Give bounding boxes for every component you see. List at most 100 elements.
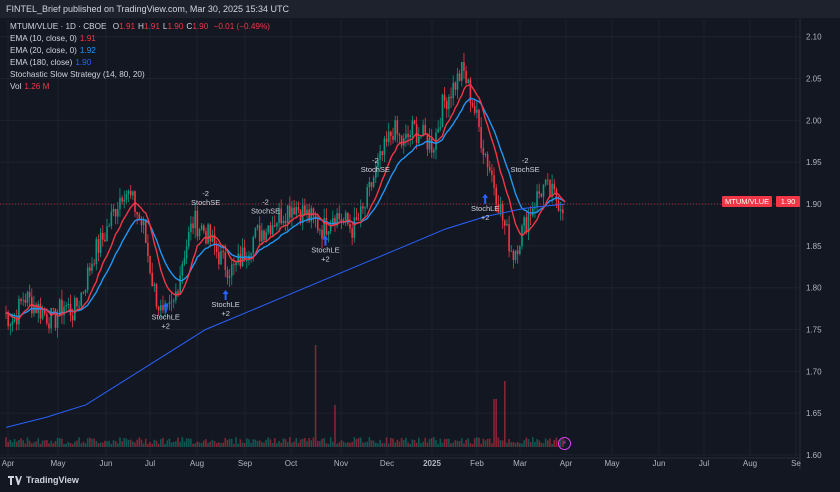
x-tick-label: Mar bbox=[513, 459, 527, 468]
volume-bar bbox=[37, 438, 40, 447]
volume-bar bbox=[291, 442, 293, 447]
candle-body bbox=[334, 218, 336, 226]
volume-bar bbox=[134, 442, 136, 447]
volume-bar bbox=[273, 438, 276, 447]
volume-bar bbox=[508, 439, 510, 447]
volume-bar bbox=[157, 443, 160, 447]
candle-body bbox=[390, 131, 392, 137]
candle-body bbox=[284, 220, 287, 224]
candle-body bbox=[385, 138, 388, 142]
candle-body bbox=[101, 233, 104, 240]
candle-body bbox=[351, 228, 353, 238]
candle-body bbox=[230, 264, 233, 277]
candle-body bbox=[338, 213, 341, 219]
volume-bar bbox=[233, 443, 235, 447]
volume-bar bbox=[437, 443, 439, 447]
brand-logo[interactable]: TradingView bbox=[8, 475, 79, 485]
y-tick-label: 1.80 bbox=[806, 284, 822, 293]
volume-bar bbox=[314, 345, 317, 447]
volume-bar bbox=[181, 437, 184, 447]
legend-strategy[interactable]: Stochastic Slow Strategy (14, 80, 20) bbox=[10, 70, 145, 79]
long-signal-arrow bbox=[482, 193, 489, 204]
legend-volume[interactable]: Vol 1.26 M bbox=[10, 82, 50, 91]
candle-body bbox=[508, 224, 510, 252]
legend-ema20[interactable]: EMA (20, close, 0) 1.92 bbox=[10, 46, 96, 55]
volume-bar bbox=[179, 441, 181, 447]
volume-bar bbox=[241, 442, 244, 447]
volume-bar bbox=[164, 443, 166, 447]
candle-body bbox=[504, 220, 506, 226]
volume-bar bbox=[237, 443, 239, 447]
stoch-se-qty: -2 bbox=[262, 198, 269, 207]
candle-body bbox=[445, 100, 448, 110]
volume-bar bbox=[209, 441, 212, 447]
volume-bar bbox=[426, 442, 429, 447]
candle-body bbox=[213, 234, 216, 246]
volume-bar bbox=[506, 442, 508, 447]
volume-bar bbox=[127, 439, 130, 447]
candle-body bbox=[203, 225, 205, 232]
bottom-bar bbox=[0, 470, 840, 492]
candle-body bbox=[43, 310, 46, 314]
candle-body bbox=[329, 224, 332, 232]
legend-ema180[interactable]: EMA (180, close) 1.90 bbox=[10, 58, 92, 67]
volume-bar bbox=[256, 440, 259, 447]
long-signal-arrow bbox=[322, 235, 329, 246]
flash-icon[interactable]: ⚡ bbox=[558, 437, 571, 450]
candle-body bbox=[155, 284, 158, 307]
candle-body bbox=[286, 205, 289, 224]
stoch-le-label: StochLE bbox=[311, 246, 339, 255]
candle-body bbox=[235, 262, 237, 266]
volume-bar bbox=[74, 441, 76, 447]
volume-bar bbox=[175, 441, 177, 447]
ohlc-value-c: 1.90 bbox=[192, 22, 209, 31]
volume-bar bbox=[276, 443, 278, 447]
candle-body bbox=[418, 136, 420, 143]
candle-body bbox=[26, 292, 29, 303]
x-tick-label: Sep bbox=[238, 459, 253, 468]
volume-bar bbox=[71, 443, 74, 447]
volume-bar bbox=[91, 438, 93, 447]
volume-bar bbox=[22, 440, 24, 447]
candle-body bbox=[325, 218, 328, 235]
candle-body bbox=[261, 230, 263, 242]
volume-bar bbox=[282, 438, 285, 447]
candle-body bbox=[304, 205, 306, 215]
candle-body bbox=[372, 177, 375, 187]
volume-bar bbox=[89, 437, 91, 447]
candle-body bbox=[80, 292, 83, 306]
candle-body bbox=[538, 191, 540, 194]
symbol-tag: MTUM/VLUE bbox=[722, 196, 773, 207]
candle-body bbox=[187, 232, 190, 247]
candle-body bbox=[54, 308, 57, 328]
volume-bar bbox=[13, 439, 16, 447]
stoch-le-qty: +2 bbox=[481, 213, 490, 222]
candle-body bbox=[39, 303, 42, 319]
volume-bar bbox=[364, 442, 366, 447]
volume-bar bbox=[461, 438, 463, 447]
volume-bar bbox=[190, 438, 192, 447]
candle-body bbox=[271, 225, 274, 235]
volume-bar bbox=[250, 442, 252, 447]
stoch-le-label: StochLE bbox=[471, 204, 499, 213]
candle-body bbox=[405, 133, 407, 139]
volume-bar bbox=[200, 442, 203, 447]
candle-body bbox=[218, 252, 220, 265]
ohlc-key-o: O bbox=[112, 22, 120, 31]
volume-bar bbox=[549, 438, 551, 447]
volume-bar bbox=[323, 438, 325, 447]
volume-bar bbox=[108, 440, 110, 447]
volume-bar bbox=[39, 443, 42, 447]
legend-ema10[interactable]: EMA (10, close, 0) 1.91 bbox=[10, 34, 96, 43]
candle-body bbox=[519, 246, 521, 255]
volume-bar bbox=[359, 437, 362, 447]
volume-bar bbox=[31, 443, 33, 447]
candle-body bbox=[467, 79, 470, 84]
candle-body bbox=[480, 127, 482, 149]
volume-bar bbox=[160, 439, 162, 447]
candle-body bbox=[458, 73, 461, 81]
candle-body bbox=[381, 151, 384, 156]
stoch-se-qty: -2 bbox=[202, 189, 209, 198]
volume-bar bbox=[97, 443, 100, 447]
